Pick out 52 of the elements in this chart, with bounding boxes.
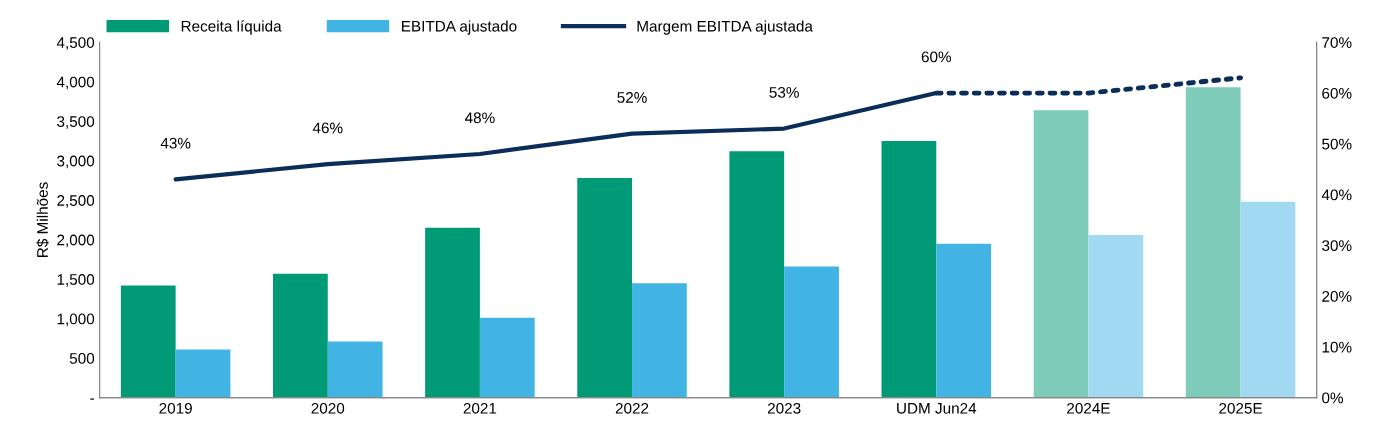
bar xyxy=(1185,87,1241,398)
bar xyxy=(175,349,231,398)
data-label: 48% xyxy=(464,112,495,124)
data-label: 43% xyxy=(160,137,191,149)
bar xyxy=(632,283,687,398)
bar xyxy=(577,178,633,398)
y-tick-label: 1,500 xyxy=(57,274,95,287)
x-tick-label: 2019 xyxy=(159,402,192,414)
y2-tick-label: 40% xyxy=(1321,189,1352,201)
data-label: 46% xyxy=(312,122,343,134)
y2-tick-label: 30% xyxy=(1322,240,1352,252)
y-tick-label: 3,500 xyxy=(57,116,95,129)
bar xyxy=(1240,201,1296,398)
y-tick-label: 4,500 xyxy=(56,37,95,50)
y2-tick-label: 20% xyxy=(1322,290,1352,302)
bar xyxy=(120,285,176,398)
y-tick-label: 1,000 xyxy=(57,313,95,327)
bar xyxy=(1088,234,1144,398)
data-label: 60% xyxy=(921,51,952,63)
y-tick-label: - xyxy=(90,398,95,400)
data-label: 53% xyxy=(769,86,799,98)
bar xyxy=(479,317,535,398)
bar xyxy=(425,227,480,398)
bar xyxy=(273,273,328,398)
bar xyxy=(784,266,839,398)
y2-tick-label: 10% xyxy=(1322,341,1352,353)
x-tick-label: UDM Jun24 xyxy=(897,402,977,414)
x-tick-label: 2024E xyxy=(1067,402,1110,414)
y2-tick-label: 0% xyxy=(1322,392,1344,404)
legend-label: EBITDA ajustado xyxy=(402,20,517,35)
x-tick-label: 2025E xyxy=(1219,402,1262,414)
bar xyxy=(936,243,992,398)
bar xyxy=(729,151,785,398)
legend-label: Receita líquida xyxy=(181,20,282,35)
x-tick-label: 2023 xyxy=(767,402,801,414)
bar xyxy=(881,141,937,398)
y-tick-label: 3,000 xyxy=(57,155,95,169)
x-tick-label: 2022 xyxy=(615,402,649,414)
y-axis-title: R$ Milhões xyxy=(36,182,49,257)
legend-label: Margem EBITDA ajustada xyxy=(637,20,813,35)
y-tick-label: 2,500 xyxy=(57,195,95,208)
y2-tick-label: 50% xyxy=(1322,138,1352,150)
y2-tick-label: 70% xyxy=(1322,37,1352,48)
bar xyxy=(1033,110,1089,398)
bar xyxy=(327,341,383,398)
y-tick-label: 2,000 xyxy=(57,234,95,248)
data-label: 52% xyxy=(617,92,647,103)
x-tick-label: 2021 xyxy=(463,402,497,414)
y2-tick-label: 60% xyxy=(1322,87,1352,99)
y-tick-label: 4,000 xyxy=(56,76,95,90)
y-tick-label: 500 xyxy=(69,353,95,364)
x-tick-label: 2020 xyxy=(311,402,345,414)
